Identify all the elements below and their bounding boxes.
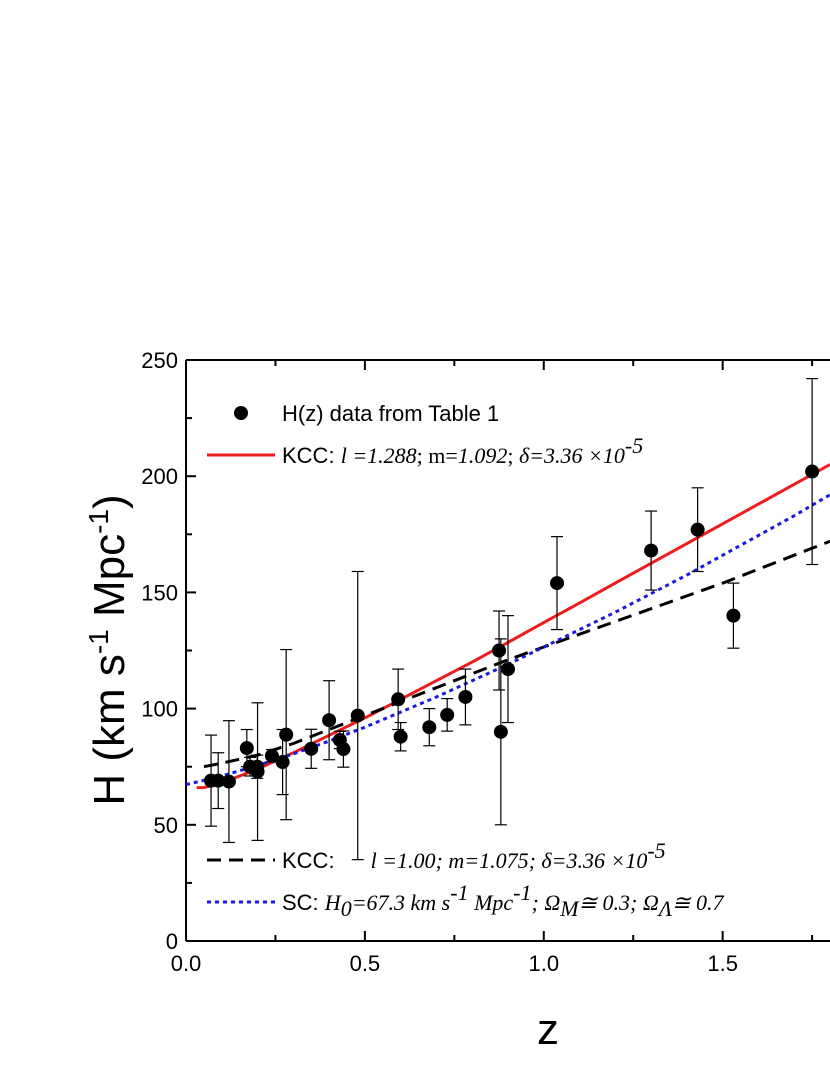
x-tick-label: 0.0 [171, 951, 202, 976]
y-tick-label: 200 [141, 464, 178, 489]
x-tick-label: 1.0 [528, 951, 559, 976]
data-point [239, 741, 254, 756]
data-point [322, 713, 337, 728]
data-point [550, 576, 565, 591]
data-point [493, 724, 508, 739]
y-title-pre: H (km s [85, 654, 134, 806]
data-point [690, 522, 705, 537]
data-point [391, 692, 406, 707]
x-axis-ticks: 0.0 0.5 1.0 1.5 [171, 360, 814, 976]
y-tick-label: 50 [154, 813, 178, 838]
data-point [221, 774, 236, 789]
data-point [279, 727, 294, 742]
data-point [275, 755, 290, 770]
y-tick-label: 100 [141, 697, 178, 722]
data-point [501, 662, 515, 677]
series-line-2 [203, 539, 830, 769]
data-points [204, 377, 820, 861]
data-point [350, 708, 365, 723]
legend-data-marker [234, 406, 248, 420]
data-point [726, 608, 741, 623]
data-point [805, 464, 820, 479]
y-tick-label: 250 [141, 348, 178, 373]
data-point [336, 742, 351, 757]
y-axis-ticks: 0 50 100 150 200 250 [141, 348, 196, 954]
y-tick-label: 150 [141, 580, 178, 605]
data-point [440, 707, 455, 722]
y-axis-title: H (km s-1 Mpc-1) [83, 494, 134, 805]
data-point [211, 773, 226, 788]
data-point [422, 720, 437, 735]
x-axis-title: z [537, 1005, 559, 1054]
data-point [492, 643, 507, 658]
legend-kcc1-label: KCC: l =1.288; m=1.092; δ=3.36 ×10-5 [282, 433, 643, 468]
y-title-sup2: -1 [83, 509, 114, 534]
y-tick-label: 0 [166, 929, 178, 954]
x-tick-label: 0.5 [350, 951, 381, 976]
y-title-sup1: -1 [83, 629, 114, 654]
data-point [250, 764, 265, 779]
legend-sc-label: SC: H0=67.3 km s-1 Mpc-1; ΩM≅ 0.3; ΩΛ≅ 0… [282, 880, 724, 921]
data-point [393, 729, 408, 744]
y-title-mid: Mpc [85, 534, 134, 629]
y-title-post: ) [85, 494, 134, 509]
x-tick-label: 1.5 [707, 951, 738, 976]
data-point [458, 689, 473, 704]
legend-kcc2-label: KCC: l =1.00; m=1.075; δ=3.36 ×10-5 [282, 838, 666, 873]
data-point [304, 741, 319, 756]
legend-data-label: H(z) data from Table 1 [282, 401, 499, 426]
data-point [264, 748, 279, 763]
series-line-1 [196, 463, 830, 790]
data-point [644, 543, 659, 558]
